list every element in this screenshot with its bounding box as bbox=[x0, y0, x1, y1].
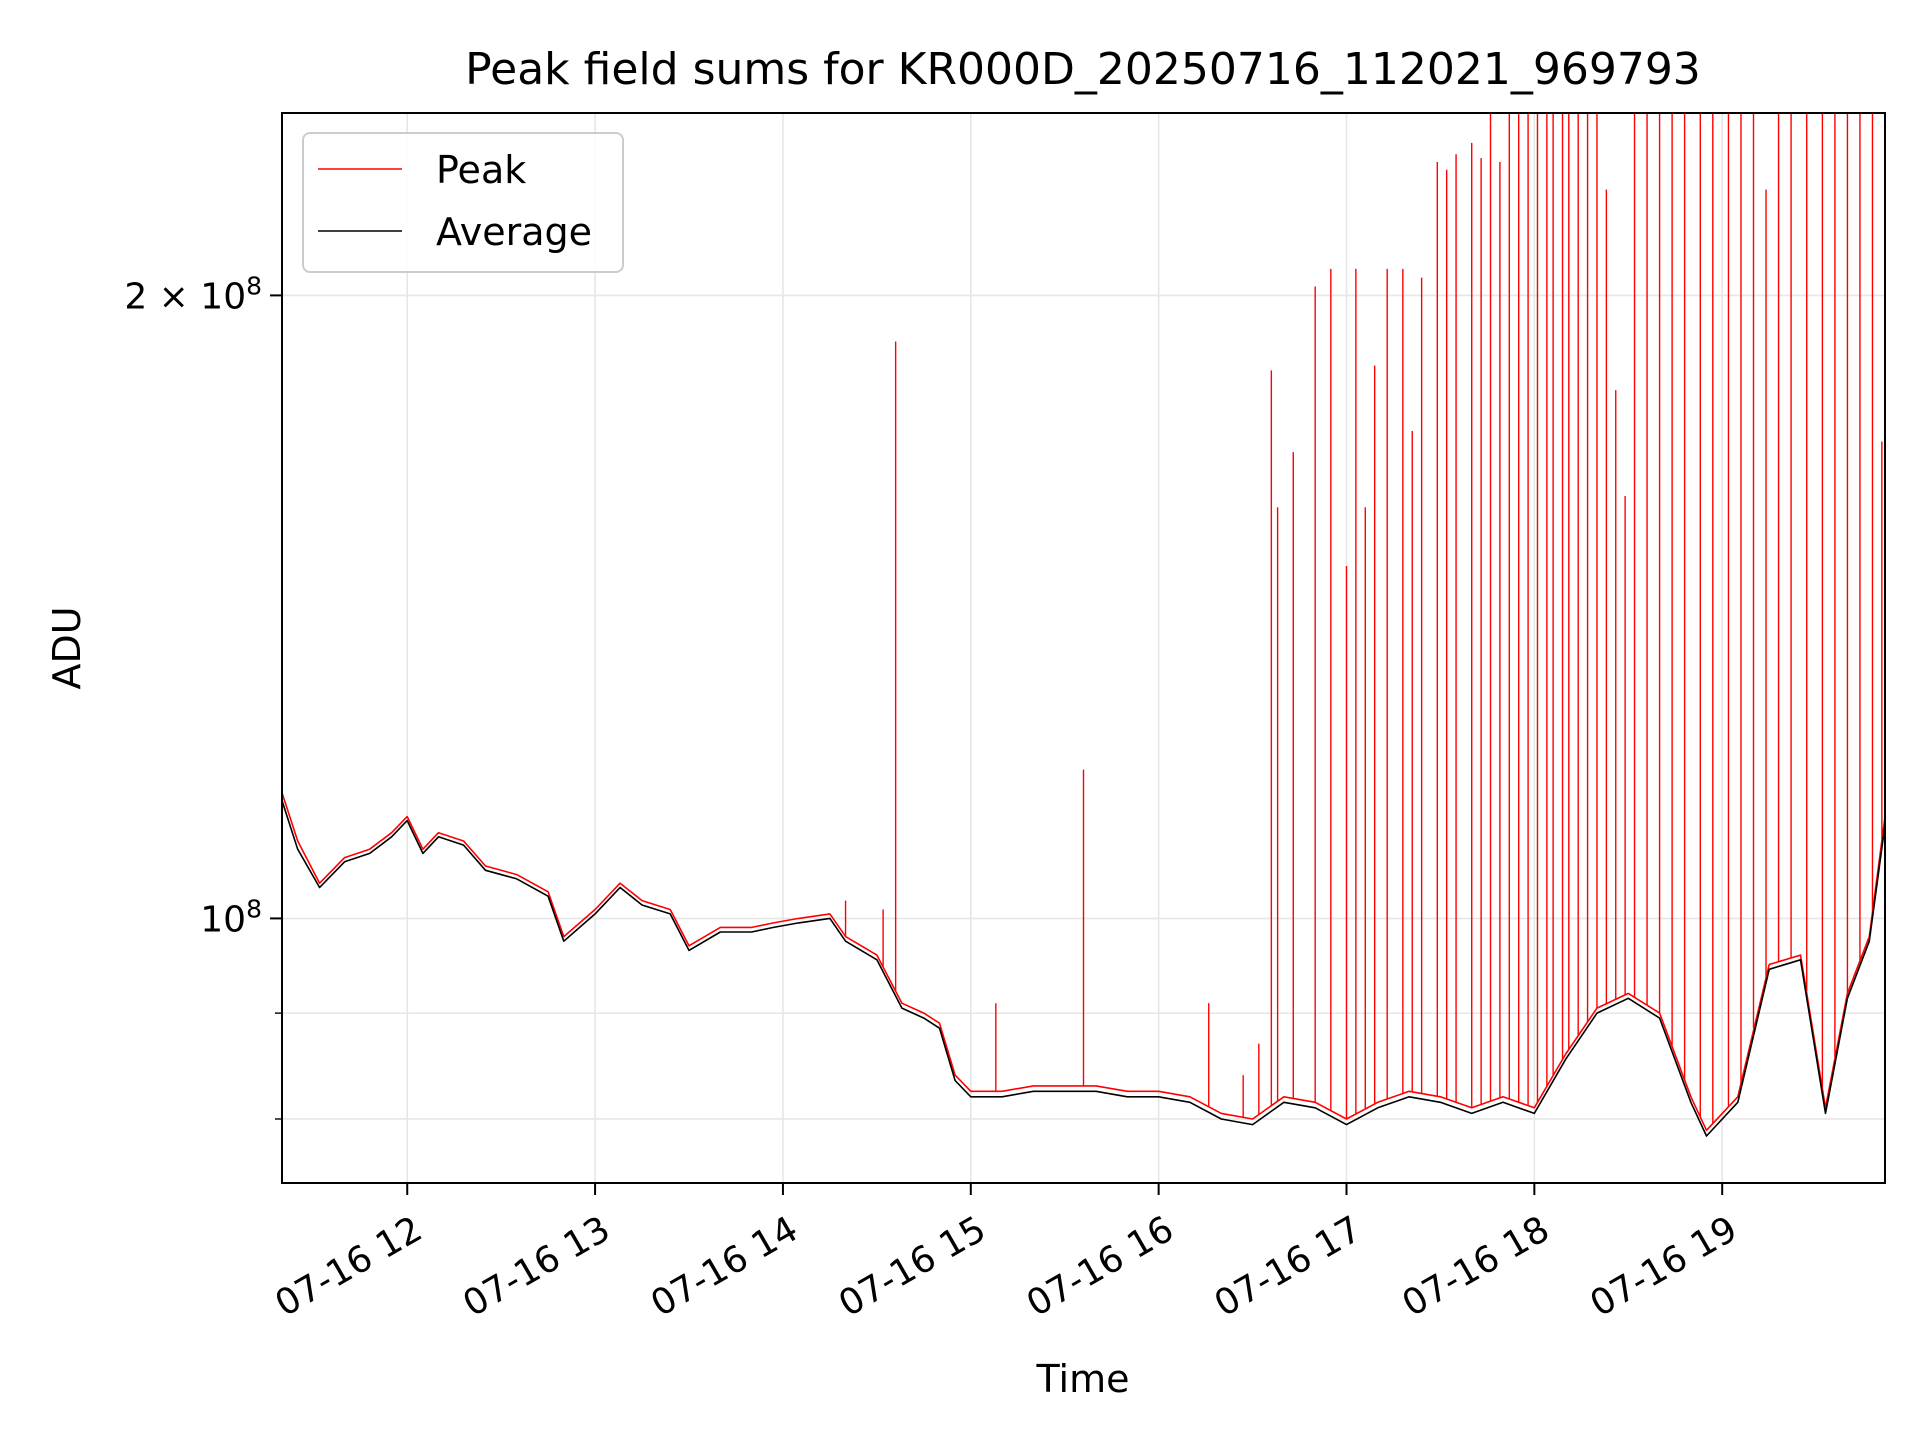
chart-title: Peak field sums for KR000D_20250716_1120… bbox=[465, 44, 1701, 95]
grid-layer bbox=[282, 113, 1885, 1183]
data-layer bbox=[282, 113, 1885, 1137]
legend-box bbox=[302, 132, 624, 273]
legend-label-peak: Peak bbox=[436, 148, 526, 192]
peak-series-line bbox=[282, 792, 1885, 1132]
plot-frame bbox=[281, 112, 1886, 1184]
legend-label-average: Average bbox=[436, 210, 592, 254]
average-series-line bbox=[282, 800, 1885, 1137]
legend: Peak Average bbox=[302, 132, 624, 273]
y-tick-label: 2 × 108 bbox=[124, 271, 262, 317]
x-axis-label: Time bbox=[1036, 1357, 1130, 1401]
y-axis-label: ADU bbox=[45, 606, 89, 689]
